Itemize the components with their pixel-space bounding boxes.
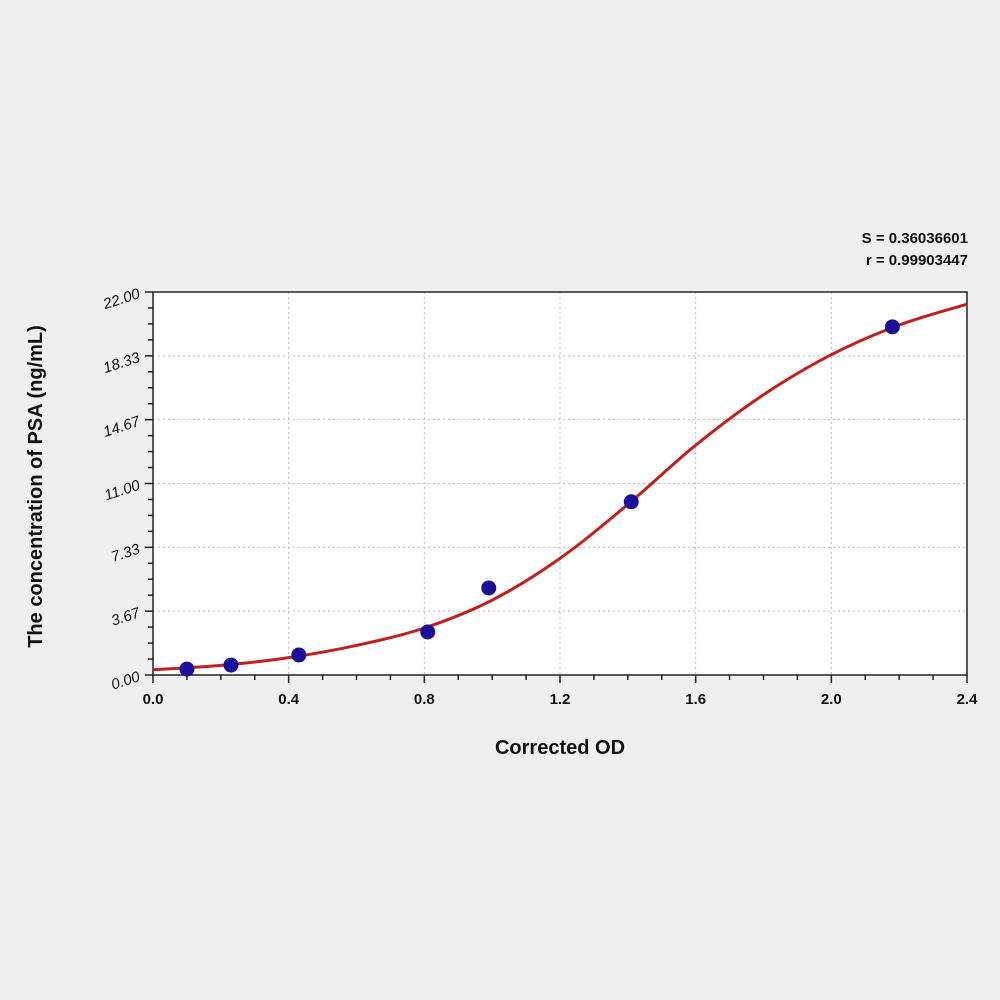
data-point — [291, 647, 307, 663]
x-tick-label: 1.6 — [685, 691, 706, 708]
y-tick-label: 7.33 — [109, 540, 143, 565]
data-point — [179, 661, 195, 677]
x-axis-label: Corrected OD — [495, 737, 625, 759]
y-axis-label: The concentration of PSA (ng/mL) — [25, 325, 47, 648]
y-tick-label: 11.00 — [102, 477, 143, 505]
data-point — [420, 624, 436, 640]
data-point — [481, 580, 497, 596]
x-tick-label: 0.0 — [143, 691, 164, 708]
y-tick-label: 0.00 — [109, 668, 143, 693]
data-point — [623, 494, 639, 510]
x-tick-label: 1.2 — [550, 691, 571, 708]
s-annotation: S = 0.36036601 — [861, 230, 968, 247]
x-tick-label: 0.4 — [278, 691, 300, 708]
x-tick-label: 0.8 — [414, 691, 435, 708]
y-tick-label: 3.67 — [109, 604, 143, 629]
y-tick-label: 18.33 — [101, 349, 143, 377]
y-tick-label: 22.00 — [100, 285, 143, 313]
x-tick-label: 2.0 — [821, 691, 842, 708]
data-point — [884, 319, 900, 335]
data-point — [223, 657, 239, 673]
x-tick-label: 2.4 — [957, 691, 979, 708]
r-annotation: r = 0.99903447 — [865, 252, 968, 269]
fit-curve — [152, 302, 968, 672]
y-tick-label: 14.67 — [101, 413, 143, 441]
